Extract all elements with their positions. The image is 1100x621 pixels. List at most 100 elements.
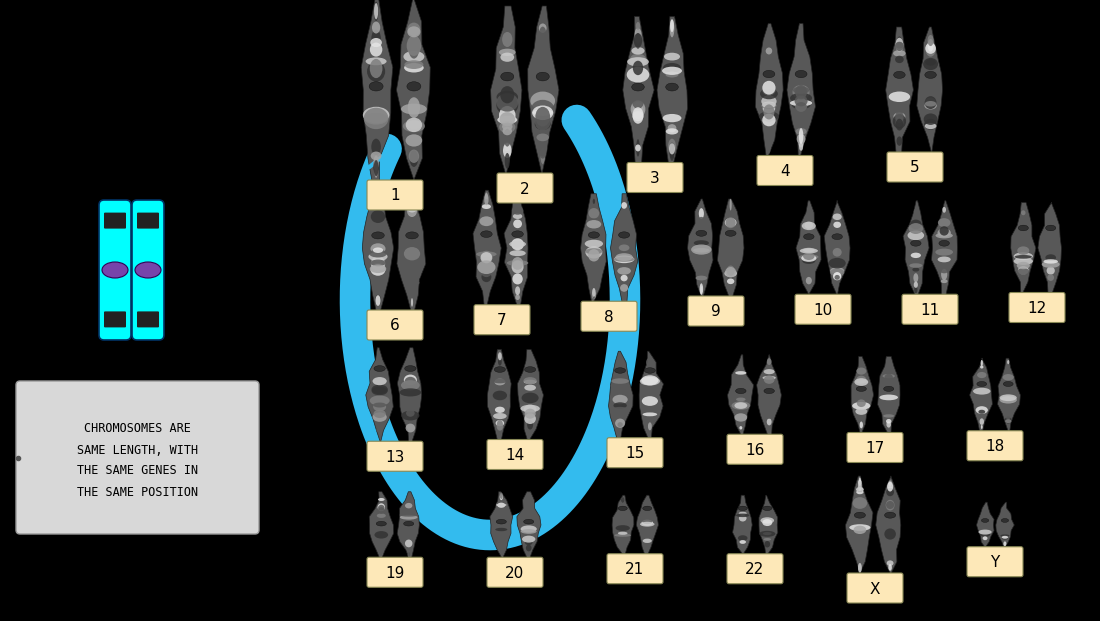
Ellipse shape bbox=[696, 241, 706, 245]
Ellipse shape bbox=[400, 515, 418, 520]
Ellipse shape bbox=[1042, 261, 1059, 268]
Text: 12: 12 bbox=[1027, 301, 1046, 316]
Ellipse shape bbox=[939, 226, 949, 235]
Text: 2: 2 bbox=[520, 181, 530, 196]
Ellipse shape bbox=[802, 222, 816, 230]
Ellipse shape bbox=[481, 252, 493, 263]
Ellipse shape bbox=[735, 414, 747, 422]
Ellipse shape bbox=[662, 66, 682, 75]
Ellipse shape bbox=[642, 506, 652, 510]
FancyBboxPatch shape bbox=[581, 301, 637, 331]
Ellipse shape bbox=[612, 405, 628, 415]
Ellipse shape bbox=[404, 270, 420, 281]
Ellipse shape bbox=[405, 540, 412, 547]
Ellipse shape bbox=[834, 222, 842, 228]
Ellipse shape bbox=[520, 405, 540, 412]
Ellipse shape bbox=[640, 522, 654, 527]
Ellipse shape bbox=[763, 388, 774, 394]
Ellipse shape bbox=[374, 3, 378, 19]
Ellipse shape bbox=[1002, 536, 1008, 539]
Ellipse shape bbox=[499, 48, 516, 56]
Ellipse shape bbox=[512, 260, 524, 273]
Ellipse shape bbox=[371, 256, 385, 270]
Ellipse shape bbox=[725, 270, 737, 277]
Ellipse shape bbox=[1000, 535, 1010, 537]
Ellipse shape bbox=[927, 39, 934, 52]
Ellipse shape bbox=[512, 231, 524, 237]
Ellipse shape bbox=[372, 138, 381, 155]
Ellipse shape bbox=[402, 104, 427, 114]
Ellipse shape bbox=[407, 203, 417, 217]
Ellipse shape bbox=[372, 387, 387, 396]
Ellipse shape bbox=[379, 550, 383, 556]
Polygon shape bbox=[878, 356, 900, 433]
Ellipse shape bbox=[373, 220, 383, 227]
Ellipse shape bbox=[790, 93, 812, 103]
Ellipse shape bbox=[761, 96, 777, 103]
Ellipse shape bbox=[614, 402, 627, 409]
Polygon shape bbox=[362, 185, 394, 311]
Ellipse shape bbox=[477, 260, 495, 274]
Ellipse shape bbox=[795, 128, 806, 135]
Ellipse shape bbox=[367, 61, 385, 81]
Ellipse shape bbox=[612, 407, 628, 412]
Ellipse shape bbox=[373, 377, 387, 385]
Ellipse shape bbox=[701, 286, 702, 294]
Ellipse shape bbox=[912, 276, 921, 285]
Ellipse shape bbox=[504, 129, 510, 147]
Ellipse shape bbox=[371, 243, 385, 254]
Ellipse shape bbox=[725, 267, 736, 278]
Ellipse shape bbox=[1000, 394, 1016, 401]
Polygon shape bbox=[397, 185, 426, 311]
Ellipse shape bbox=[505, 153, 509, 169]
Ellipse shape bbox=[1003, 374, 1014, 381]
Ellipse shape bbox=[795, 92, 806, 106]
Ellipse shape bbox=[406, 117, 422, 132]
Ellipse shape bbox=[1005, 416, 1012, 424]
Ellipse shape bbox=[762, 519, 772, 526]
Ellipse shape bbox=[1047, 274, 1054, 281]
Ellipse shape bbox=[405, 377, 416, 387]
Ellipse shape bbox=[525, 414, 536, 424]
Ellipse shape bbox=[896, 37, 902, 48]
Ellipse shape bbox=[884, 528, 895, 540]
Ellipse shape bbox=[522, 536, 536, 543]
Ellipse shape bbox=[618, 232, 629, 238]
Ellipse shape bbox=[536, 72, 549, 81]
Ellipse shape bbox=[935, 248, 953, 256]
Ellipse shape bbox=[374, 155, 378, 170]
Ellipse shape bbox=[404, 522, 414, 526]
Ellipse shape bbox=[376, 428, 383, 432]
Polygon shape bbox=[610, 194, 638, 302]
Ellipse shape bbox=[691, 245, 712, 255]
Ellipse shape bbox=[887, 482, 893, 491]
Ellipse shape bbox=[858, 481, 861, 491]
Ellipse shape bbox=[799, 140, 804, 147]
Polygon shape bbox=[969, 358, 992, 432]
Ellipse shape bbox=[496, 423, 503, 431]
Ellipse shape bbox=[499, 492, 503, 499]
Ellipse shape bbox=[513, 214, 522, 219]
Ellipse shape bbox=[668, 124, 676, 132]
Ellipse shape bbox=[856, 408, 867, 415]
Ellipse shape bbox=[939, 266, 949, 273]
Ellipse shape bbox=[669, 143, 675, 155]
Polygon shape bbox=[397, 492, 419, 558]
Ellipse shape bbox=[593, 289, 595, 300]
Ellipse shape bbox=[498, 358, 502, 366]
Ellipse shape bbox=[585, 240, 603, 248]
Ellipse shape bbox=[642, 518, 652, 524]
FancyBboxPatch shape bbox=[1009, 292, 1065, 322]
Ellipse shape bbox=[476, 252, 496, 257]
Ellipse shape bbox=[524, 377, 537, 384]
Text: 7: 7 bbox=[497, 313, 507, 329]
Ellipse shape bbox=[500, 53, 514, 62]
Text: 14: 14 bbox=[505, 448, 525, 463]
Ellipse shape bbox=[849, 524, 870, 531]
Polygon shape bbox=[636, 496, 659, 555]
Ellipse shape bbox=[1003, 540, 1006, 545]
Ellipse shape bbox=[405, 60, 424, 69]
Ellipse shape bbox=[410, 186, 414, 197]
Ellipse shape bbox=[1016, 262, 1030, 269]
Ellipse shape bbox=[883, 414, 894, 417]
